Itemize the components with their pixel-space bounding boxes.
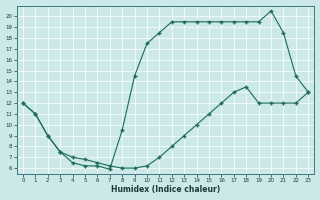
X-axis label: Humidex (Indice chaleur): Humidex (Indice chaleur): [111, 185, 220, 194]
